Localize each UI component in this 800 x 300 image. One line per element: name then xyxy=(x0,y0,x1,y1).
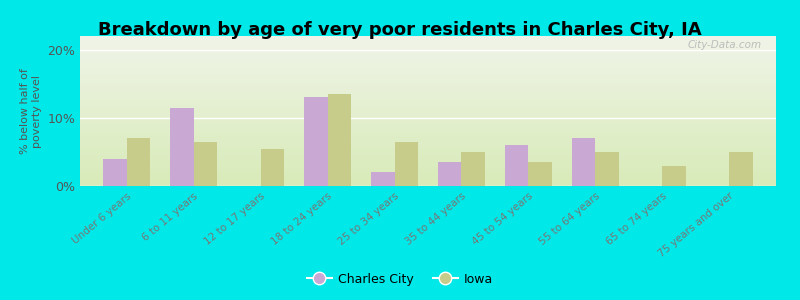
Bar xyxy=(505,145,528,186)
Bar xyxy=(528,162,552,186)
Bar xyxy=(127,138,150,186)
Text: City-Data.com: City-Data.com xyxy=(688,40,762,50)
Bar xyxy=(194,142,217,186)
Bar xyxy=(729,152,753,186)
Bar xyxy=(328,94,351,186)
Bar xyxy=(462,152,485,186)
Text: Breakdown by age of very poor residents in Charles City, IA: Breakdown by age of very poor residents … xyxy=(98,21,702,39)
Bar xyxy=(595,152,618,186)
Bar xyxy=(304,98,328,186)
Bar xyxy=(371,172,394,186)
Y-axis label: % below half of
poverty level: % below half of poverty level xyxy=(20,68,42,154)
Bar xyxy=(261,148,284,186)
Bar xyxy=(438,162,462,186)
Bar xyxy=(572,138,595,186)
Bar xyxy=(394,142,418,186)
Legend: Charles City, Iowa: Charles City, Iowa xyxy=(302,268,498,291)
Bar xyxy=(662,166,686,186)
Bar xyxy=(170,108,194,186)
Bar xyxy=(103,159,127,186)
